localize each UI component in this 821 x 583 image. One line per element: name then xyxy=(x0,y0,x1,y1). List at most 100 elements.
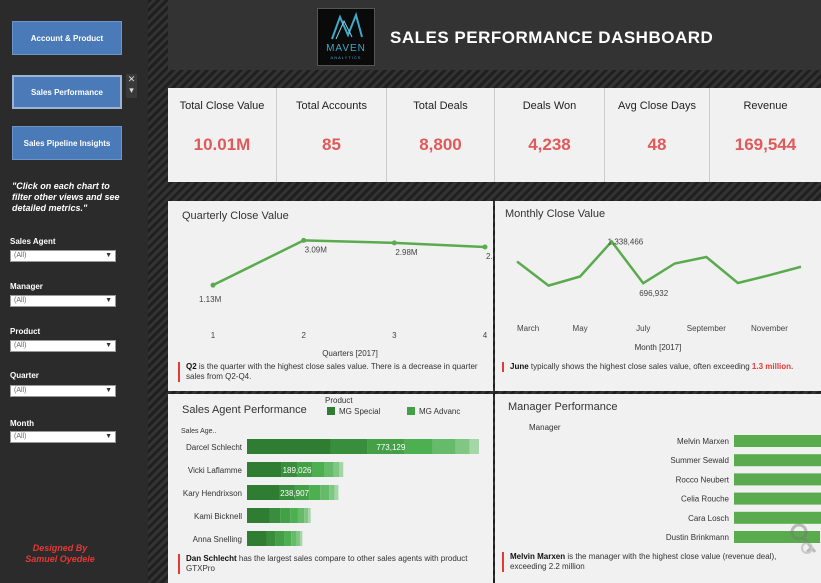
manager-note: Melvin Marxen is the manager with the hi… xyxy=(502,552,807,572)
monthly-line-chart[interactable]: 1,338,466 696,932 March May July September Nov… xyxy=(495,201,821,361)
filter-quarter-label: Quarter xyxy=(10,371,39,380)
bar-segment xyxy=(247,508,270,523)
filter-value: (All) xyxy=(14,297,27,304)
category-label: Celia Rouche xyxy=(681,495,730,504)
bar-segment xyxy=(309,485,321,500)
filter-value: (All) xyxy=(14,387,27,394)
kpi-label: Avg Close Days xyxy=(617,100,697,112)
sales-agent-bar-chart[interactable]: Product MG Special MG Advanc Sales Age.. Dar… xyxy=(168,394,493,549)
header xyxy=(168,0,821,70)
filter-sales-agent-select[interactable]: (All) ▼ xyxy=(10,250,116,262)
bar-segment xyxy=(279,485,295,500)
filter-month-label: Month xyxy=(10,419,34,428)
quarterly-close-value-panel[interactable]: Quarterly Close Value 1.13M 1 3.09M 2 2.98M 3… xyxy=(168,201,493,391)
x-tick-label: 1 xyxy=(211,331,216,340)
category-label: Kami Bicknell xyxy=(194,512,242,521)
monthly-note: June typically shows the highest close s… xyxy=(502,362,807,372)
chevron-down-icon: ▼ xyxy=(105,297,112,304)
bar xyxy=(734,435,821,447)
nav-account-product-button[interactable]: Account & Product xyxy=(12,21,122,55)
quarterly-note: Q2 is the quarter with the highest close… xyxy=(178,362,483,382)
kpi-value: 10.01M xyxy=(193,135,251,154)
sidebar: Account & Product Sales Performance ✕ ▾ … xyxy=(0,0,148,583)
kpi-label: Total Deals xyxy=(413,100,468,112)
bar-segment xyxy=(247,485,280,500)
chart-title: Manager Performance xyxy=(508,401,618,413)
kpi-revenue[interactable]: Revenue 169,544 xyxy=(710,88,821,182)
note-red-value: 1.3 million. xyxy=(751,362,794,371)
series-line xyxy=(212,239,486,287)
manager-performance-panel[interactable]: Manager Performance Manager Melvin Marxen… xyxy=(495,394,821,583)
x-axis-label: Month [2017] xyxy=(635,343,682,352)
filter-quarter-select[interactable]: (All) ▼ xyxy=(10,385,116,397)
nav-close-dropdown[interactable]: ✕ ▾ xyxy=(126,74,137,98)
kpi-deals-won[interactable]: Deals Won 4,238 xyxy=(495,88,605,182)
legend-entry: MG Advanc xyxy=(419,407,460,416)
category-label: Kary Hendrixson xyxy=(183,489,242,498)
data-label: 3.09M xyxy=(305,245,328,254)
bar xyxy=(734,511,821,524)
filter-manager-label: Manager xyxy=(10,282,43,291)
data-label: 696,932 xyxy=(639,289,668,298)
data-label: 1,338,466 xyxy=(608,237,644,246)
bar-segment xyxy=(284,531,292,546)
bar-segment xyxy=(308,508,311,523)
close-icon[interactable]: ✕ xyxy=(127,74,136,84)
data-label: 238,907 xyxy=(280,489,309,498)
bar-segment xyxy=(304,508,309,523)
category-label: Dustin Brinkmann xyxy=(666,533,729,542)
bar-segment xyxy=(297,508,305,523)
bar xyxy=(734,454,821,467)
credit-line-1: Designed By xyxy=(32,543,88,553)
legend-swatch xyxy=(407,407,415,415)
bar-segment xyxy=(469,439,479,454)
data-label: 189,026 xyxy=(283,466,312,475)
note-highlight: Dan Schlecht xyxy=(186,554,237,563)
nav-sales-pipeline-button[interactable]: Sales Pipeline Insights xyxy=(12,126,122,160)
sales-agent-performance-panel[interactable]: Sales Agent Performance Product MG Specia… xyxy=(168,394,493,583)
bar-segment xyxy=(296,531,301,546)
nav-sales-performance-button[interactable]: Sales Performance xyxy=(12,75,122,109)
kpi-total-close-value[interactable]: Total Close Value 10.01M xyxy=(168,88,277,182)
x-tick-label: 4 xyxy=(483,331,488,340)
bar xyxy=(734,492,821,505)
x-tick-label: July xyxy=(636,324,650,333)
bar-segment xyxy=(432,439,456,454)
chart-title: Sales Agent Performance xyxy=(182,404,307,416)
monthly-close-value-panel[interactable]: Monthly Close Value 1,338,466 696,932 Marc… xyxy=(495,201,821,391)
filter-product-select[interactable]: (All) ▼ xyxy=(10,340,116,352)
bar-segment xyxy=(333,462,340,477)
data-label: 2.98M xyxy=(395,248,418,257)
kpi-label: Total Close Value xyxy=(179,100,265,112)
hint-text: "Click on each chart to filter other vie… xyxy=(12,181,120,213)
data-label: 1.13M xyxy=(199,295,222,304)
maven-logo: MAVEN ANALYTICS xyxy=(317,8,375,66)
page-title: SALES PERFORMANCE DASHBOARD xyxy=(390,28,714,47)
axis-label: Sales Age.. xyxy=(181,428,216,435)
bar-segment xyxy=(300,531,303,546)
filter-manager-select[interactable]: (All) ▼ xyxy=(10,295,116,307)
kpi-total-deals[interactable]: Total Deals 8,800 xyxy=(387,88,495,182)
bar-segment xyxy=(294,485,310,500)
chart-title: Monthly Close Value xyxy=(505,208,606,220)
bar-segment xyxy=(323,462,334,477)
kpi-value: 48 xyxy=(647,135,667,154)
chevron-down-icon: ▼ xyxy=(105,433,112,440)
note-highlight: Q2 xyxy=(186,362,197,371)
bar-segment xyxy=(290,508,298,523)
data-label: 773,129 xyxy=(376,443,405,452)
chevron-down-icon: ▼ xyxy=(105,252,112,259)
kpi-value: 169,544 xyxy=(734,135,797,154)
bar-segment xyxy=(367,439,405,454)
kpi-avg-close-days[interactable]: Avg Close Days 48 xyxy=(605,88,710,182)
bar-segment xyxy=(297,462,313,477)
quarterly-line-chart[interactable]: 1.13M 1 3.09M 2 2.98M 3 2.80M 4 Quarters [2017] xyxy=(168,201,493,361)
bar-segment xyxy=(266,531,276,546)
kpi-total-accounts[interactable]: Total Accounts 85 xyxy=(277,88,387,182)
kpi-value: 4,238 xyxy=(528,135,571,154)
legend-title: Product xyxy=(325,396,353,405)
chevron-down-icon[interactable]: ▾ xyxy=(129,85,134,95)
filter-month-select[interactable]: (All) ▼ xyxy=(10,431,116,443)
note-highlight: Melvin Marxen xyxy=(510,552,566,561)
